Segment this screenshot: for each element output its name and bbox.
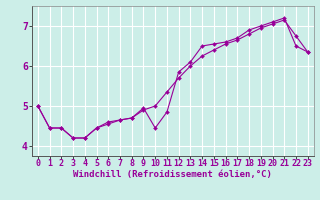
X-axis label: Windchill (Refroidissement éolien,°C): Windchill (Refroidissement éolien,°C): [73, 170, 272, 179]
